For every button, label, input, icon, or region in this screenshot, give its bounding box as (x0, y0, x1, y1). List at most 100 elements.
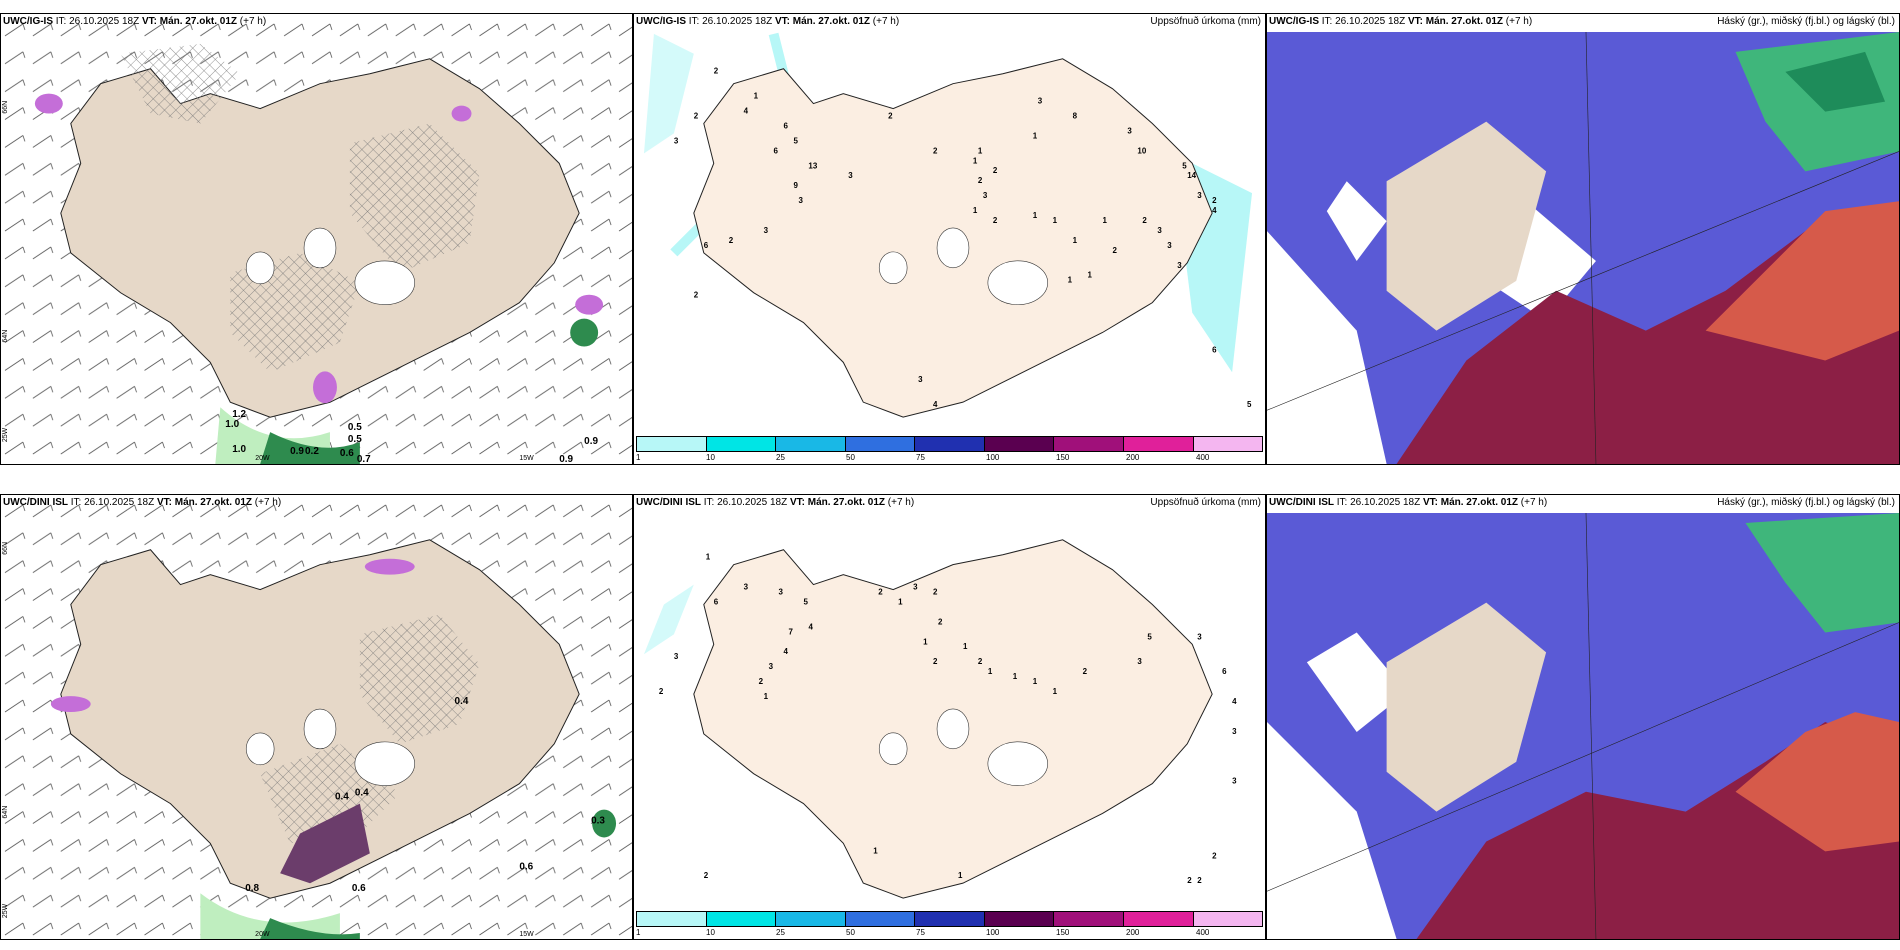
svg-text:2: 2 (1187, 876, 1192, 885)
colorbar: 1 10 25 50 75 100 150 200 400 (636, 911, 1263, 937)
panel-header: UWC/IG-IS IT: 26.10.2025 18Z VT: Mán. 27… (636, 16, 900, 27)
svg-text:6: 6 (774, 146, 779, 155)
svg-text:25W: 25W (2, 427, 9, 442)
svg-text:0.9: 0.9 (559, 454, 573, 464)
svg-text:3: 3 (674, 136, 679, 145)
cloud-panel-dini: UWC/DINI ISL IT: 26.10.2025 18Z VT: Mán.… (1266, 494, 1900, 940)
svg-text:64N: 64N (2, 330, 9, 343)
svg-text:1: 1 (873, 846, 878, 855)
svg-text:0.5: 0.5 (348, 422, 362, 433)
svg-text:1: 1 (988, 667, 993, 676)
svg-text:1: 1 (963, 642, 968, 651)
svg-text:0.2: 0.2 (305, 446, 319, 457)
svg-text:2: 2 (729, 236, 734, 245)
svg-text:6: 6 (714, 597, 719, 606)
svg-text:1: 1 (898, 597, 903, 606)
panel-title: Uppsöfnuð úrkoma (mm) (1150, 497, 1261, 508)
iceland-wind-svg: 66N 64N 25W 20W 15W 1.2 1.0 0.5 1.0 0.9 … (1, 14, 632, 464)
svg-text:1: 1 (1013, 672, 1018, 681)
svg-text:3: 3 (769, 662, 774, 671)
svg-text:25W: 25W (2, 903, 9, 918)
svg-text:2: 2 (694, 291, 699, 300)
svg-text:4: 4 (1212, 206, 1217, 215)
svg-text:2: 2 (978, 176, 983, 185)
svg-text:6: 6 (704, 241, 709, 250)
svg-text:2: 2 (714, 67, 719, 76)
svg-text:1: 1 (764, 692, 769, 701)
svg-text:1: 1 (1068, 276, 1073, 285)
svg-text:15W: 15W (519, 931, 534, 938)
wind-precip-panel-igis: UWC/IG-IS IT: 26.10.2025 18Z VT: Mán. 27… (0, 13, 633, 465)
svg-text:2: 2 (993, 216, 998, 225)
svg-text:0.4: 0.4 (355, 788, 369, 799)
svg-text:2: 2 (659, 687, 664, 696)
svg-text:3: 3 (918, 375, 923, 384)
accum-precip-panel-dini: UWC/DINI ISL IT: 26.10.2025 18Z VT: Mán.… (633, 494, 1266, 940)
svg-text:0.6: 0.6 (340, 448, 354, 459)
panel-header: UWC/IG-IS IT: 26.10.2025 18Z VT: Mán. 27… (1269, 16, 1533, 27)
svg-text:1: 1 (973, 156, 978, 165)
svg-text:3: 3 (1137, 657, 1142, 666)
svg-text:64N: 64N (2, 806, 9, 819)
iceland-wind-svg: 66N 64N 25W 20W 15W 0.8 0.6 0.6 0.3 0.4 … (1, 495, 632, 939)
svg-text:3: 3 (1157, 226, 1162, 235)
svg-text:1: 1 (973, 206, 978, 215)
svg-text:2: 2 (1142, 216, 1147, 225)
svg-text:1: 1 (923, 637, 928, 646)
svg-text:5: 5 (793, 136, 798, 145)
svg-text:3: 3 (1232, 727, 1237, 736)
svg-text:5: 5 (1247, 400, 1252, 409)
panel-title: Háský (gr.), miðský (fj.bl.) og lágský (… (1717, 16, 1895, 27)
svg-text:2: 2 (1212, 851, 1217, 860)
svg-text:13: 13 (808, 161, 817, 170)
svg-text:66N: 66N (2, 101, 9, 114)
svg-text:0.9: 0.9 (584, 436, 598, 447)
svg-text:4: 4 (784, 647, 789, 656)
svg-text:1.2: 1.2 (232, 409, 246, 420)
svg-text:1: 1 (1073, 236, 1078, 245)
svg-text:1: 1 (1033, 677, 1038, 686)
svg-text:3: 3 (764, 226, 769, 235)
iceland-accum-svg: 1 3 2 3 7 4 3 2 1 3 5 4 2 1 3 2 2 1 1 2 (643, 539, 1237, 899)
svg-text:0.6: 0.6 (519, 861, 533, 872)
iceland-cloud-svg (1267, 513, 1899, 939)
svg-text:9: 9 (793, 181, 798, 190)
colorbar: 1 10 25 50 75 100 150 200 400 (636, 436, 1263, 462)
svg-text:1: 1 (1103, 216, 1108, 225)
svg-text:3: 3 (1167, 241, 1172, 250)
panel-header: UWC/DINI ISL IT: 26.10.2025 18Z VT: Mán.… (3, 497, 282, 508)
svg-text:1.0: 1.0 (225, 419, 239, 430)
svg-text:2: 2 (933, 657, 938, 666)
svg-text:20W: 20W (255, 931, 270, 938)
cloud-map (1267, 32, 1899, 464)
svg-text:3: 3 (848, 171, 853, 180)
svg-text:5: 5 (1182, 161, 1187, 170)
svg-text:6: 6 (784, 121, 789, 130)
svg-text:10: 10 (1137, 146, 1146, 155)
svg-text:1: 1 (1053, 216, 1058, 225)
svg-text:3: 3 (674, 652, 679, 661)
svg-text:3: 3 (1177, 261, 1182, 270)
panel-title: Uppsöfnuð úrkoma (mm) (1150, 16, 1261, 27)
accum-map: 2 2 3 1 4 6 5 6 13 9 3 3 6 2 3 2 2 2 1 1 (634, 14, 1265, 436)
svg-text:0.4: 0.4 (455, 696, 469, 707)
svg-text:2: 2 (704, 871, 709, 880)
svg-text:0.7: 0.7 (357, 454, 371, 464)
svg-text:1: 1 (958, 871, 963, 880)
svg-text:2: 2 (759, 677, 764, 686)
svg-text:2: 2 (888, 112, 893, 121)
svg-text:3: 3 (1232, 777, 1237, 786)
svg-text:66N: 66N (2, 542, 9, 555)
svg-text:14: 14 (1187, 171, 1196, 180)
cloud-map (1267, 513, 1899, 939)
svg-text:4: 4 (808, 622, 813, 631)
svg-text:6: 6 (1222, 667, 1227, 676)
svg-text:2: 2 (1112, 246, 1117, 255)
svg-text:0.3: 0.3 (591, 816, 605, 827)
svg-text:15W: 15W (519, 455, 534, 462)
svg-text:3: 3 (744, 583, 749, 592)
svg-text:3: 3 (1197, 191, 1202, 200)
svg-text:5: 5 (1147, 632, 1152, 641)
svg-text:1: 1 (1033, 211, 1038, 220)
svg-text:3: 3 (779, 588, 784, 597)
